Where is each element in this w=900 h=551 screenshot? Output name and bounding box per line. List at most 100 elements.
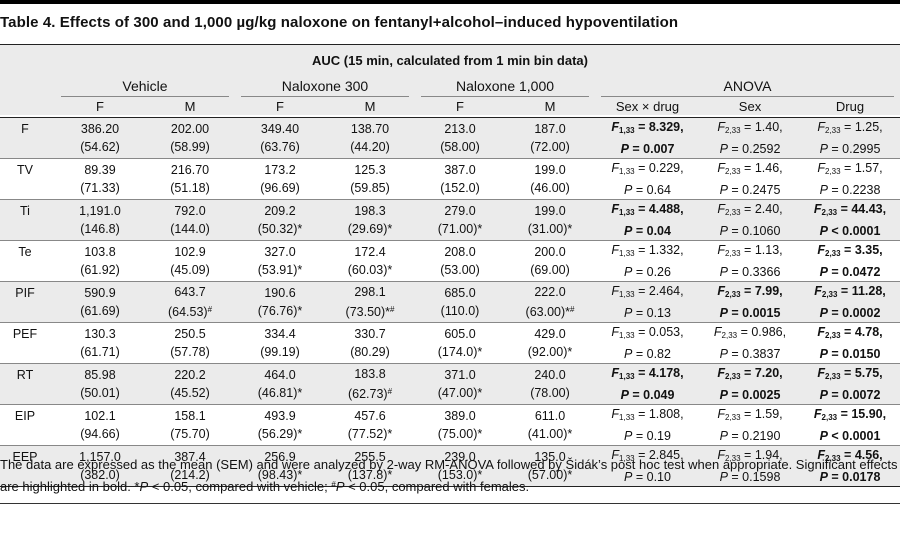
mean-value: 202.00 [170, 122, 210, 136]
table-row: PIF 590.9 (61.69) 643.7 (64.53)# 190.6 (76.76)… [0, 281, 900, 323]
p-value: P = 0.3837 [719, 347, 781, 361]
degrees-of-freedom: 1,33 [619, 454, 635, 463]
value-cell: 202.00 (58.99) [145, 117, 235, 159]
degrees-of-freedom: 2,33 [725, 126, 741, 135]
auc-header-row: AUC (15 min, calculated from 1 min bin d… [0, 45, 900, 77]
sem-value: (63.00)*# [525, 305, 575, 319]
mean-value: 256.9 [264, 450, 296, 464]
p-value: P = 0.0178 [819, 470, 881, 484]
mean-value: 386.20 [80, 122, 120, 136]
mean-value: 464.0 [264, 368, 296, 382]
table-body: F 386.20 (54.62) 202.00 (58.99) 349.40 (63.76)… [0, 117, 900, 487]
sem-value: (61.92) [80, 263, 120, 277]
value-cell: 199.0 (46.00) [505, 158, 595, 200]
stat-cell: F1,33 = 2.464, P = 0.13 [595, 281, 700, 323]
f-statistic: F1,33 = 2.845, [611, 448, 684, 463]
hash-mark: # [387, 387, 393, 396]
col-nal300-m: M [325, 97, 415, 118]
mean-value: 493.9 [264, 409, 296, 423]
f-symbol: F [817, 161, 825, 175]
f-symbol: F [717, 243, 725, 257]
degrees-of-freedom: 2,33 [725, 249, 741, 258]
sem-value: (110.0) [440, 304, 480, 318]
p-value: P = 0.2238 [819, 183, 881, 197]
value-cell: 200.0 (69.00) [505, 240, 595, 282]
sem-value: (98.43)* [257, 468, 303, 482]
p-value: P < 0.0001 [819, 224, 881, 238]
value-cell: 1,191.0 (146.8) [55, 199, 145, 241]
mean-value: 198.3 [354, 204, 386, 218]
mean-value: 135.0 [534, 450, 566, 464]
stat-cell: F2,33 = 1.46, P = 0.2475 [700, 158, 800, 200]
mean-value: 199.0 [534, 163, 566, 177]
f-symbol: F [813, 202, 822, 216]
mean-value: 457.6 [354, 409, 386, 423]
value-cell: 208.0 (53.00) [415, 240, 505, 282]
mean-value: 255.5 [354, 450, 386, 464]
value-cell: 371.0 (47.00)* [415, 363, 505, 405]
p-value: P = 0.19 [624, 429, 671, 443]
mean-value: 389.0 [444, 409, 476, 423]
sem-value: (99.19) [260, 345, 300, 359]
group-anova: ANOVA [595, 77, 900, 97]
mean-value: 1,191.0 [79, 204, 121, 218]
degrees-of-freedom: 1,33 [619, 208, 635, 217]
mean-value: 190.6 [264, 286, 296, 300]
f-symbol: F [611, 448, 620, 462]
stat-cell: F2,33 = 0.986, P = 0.3837 [700, 322, 800, 364]
degrees-of-freedom: 1,33 [619, 167, 635, 176]
value-cell: 135.0 (57.00)* [505, 445, 595, 487]
mean-value: 685.0 [444, 286, 476, 300]
mean-value: 220.2 [174, 368, 206, 382]
f-statistic: F2,33 = 0.986, [713, 325, 787, 340]
p-value: P = 0.1060 [719, 224, 781, 238]
value-cell: 298.1 (73.50)*# [325, 281, 415, 323]
value-cell: 387.4 (214.2) [145, 445, 235, 487]
p-value: P = 0.0025 [719, 388, 781, 402]
degrees-of-freedom: 2,33 [821, 290, 838, 299]
stat-cell: F2,33 = 4.56, P = 0.0178 [800, 445, 900, 487]
f-statistic: F2,33 = 1.57, [817, 161, 883, 176]
f-symbol: F [814, 284, 822, 298]
p-symbol: P [719, 470, 728, 484]
value-cell: 220.2 (45.52) [145, 363, 235, 405]
value-cell: 187.0 (72.00) [505, 117, 595, 159]
p-value: P = 0.0015 [719, 306, 781, 320]
f-statistic: F2,33 = 1.40, [717, 120, 783, 135]
value-cell: 330.7 (80.29) [325, 322, 415, 364]
f-statistic: F1,33 = 4.488, [611, 202, 684, 217]
col-sex-drug: Sex × drug [595, 97, 700, 118]
f-statistic: F1,33 = 4.178, [611, 366, 684, 381]
stat-cell: F2,33 = 1.13, P = 0.3366 [700, 240, 800, 282]
mean-value: 158.1 [174, 409, 206, 423]
stat-cell: F1,33 = 1.808, P = 0.19 [595, 404, 700, 446]
mean-value: 187.0 [534, 122, 566, 136]
p-symbol: P [819, 224, 828, 238]
degrees-of-freedom: 2,33 [725, 208, 741, 217]
row-label-text: TV [17, 163, 33, 177]
value-cell: 605.0 (174.0)* [415, 322, 505, 364]
p-symbol: P [624, 265, 633, 279]
sem-value: (53.91)* [257, 263, 303, 277]
f-symbol: F [717, 284, 725, 298]
row-label: F [0, 117, 55, 159]
sem-value: (152.0) [440, 181, 480, 195]
p-value: P = 0.2995 [819, 142, 881, 156]
f-symbol: F [817, 120, 825, 134]
value-cell: 464.0 (46.81)* [235, 363, 325, 405]
value-cell: 89.39 (71.33) [55, 158, 145, 200]
hash-mark: # [390, 305, 395, 314]
sem-value: (44.20) [350, 140, 390, 154]
f-symbol: F [717, 202, 725, 216]
p-symbol: P [819, 470, 828, 484]
stat-cell: F1,33 = 4.488, P = 0.04 [595, 199, 700, 241]
table-row: Ti 1,191.0 (146.8) 792.0 (144.0) 209.2 (50.32)… [0, 199, 900, 241]
mean-value: 102.1 [84, 409, 116, 423]
sem-value: (57.00)* [527, 468, 573, 482]
degrees-of-freedom: 1,33 [619, 331, 635, 340]
sem-value: (94.66) [80, 427, 120, 441]
p-symbol: P [624, 183, 633, 197]
value-cell: 611.0 (41.00)* [505, 404, 595, 446]
mean-value: 371.0 [444, 368, 476, 382]
mean-value: 240.0 [534, 368, 566, 382]
